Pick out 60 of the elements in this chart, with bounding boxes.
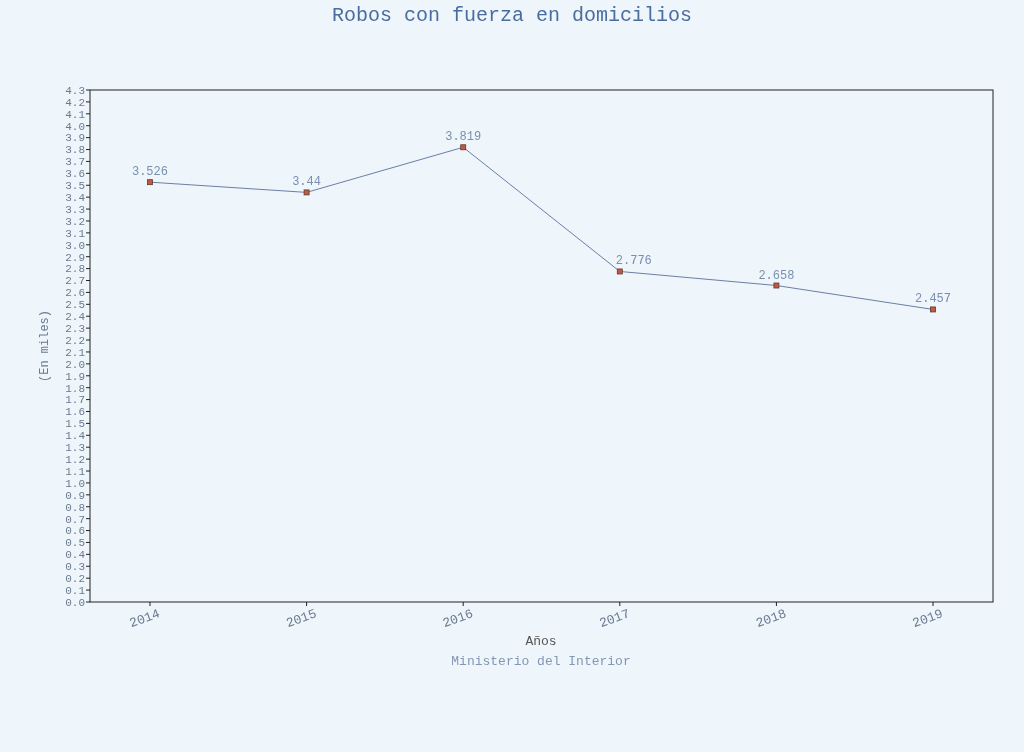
data-label: 2.457 [915,292,952,307]
y-tick-label: 3.9 [65,132,85,145]
y-tick-label: 1.6 [65,406,85,419]
y-tick-label: 1.8 [65,382,85,395]
y-tick-label: 2.9 [65,251,85,264]
x-tick-label: 2019 [910,606,946,632]
y-axis-title: (En miles) [38,309,52,383]
y-tick-label: 0.9 [65,489,85,502]
x-tick-label: 2018 [753,606,789,632]
y-tick-label: 1.2 [65,453,85,466]
chart-title: Robos con fuerza en domicilios [331,4,693,27]
y-tick-label: 3.5 [65,180,85,193]
x-tick-label: 2014 [127,606,163,632]
y-tick-label: 1.1 [65,465,86,478]
data-label: 3.44 [292,175,321,190]
y-tick-label: 0.2 [65,573,85,586]
y-tick-label: 2.0 [65,358,85,371]
y-tick-label: 3.7 [65,156,85,169]
x-tick-label: 2016 [440,606,476,632]
data-label: 3.526 [131,165,168,180]
y-tick-label: 4.2 [65,96,85,109]
y-tick-label: 0.0 [65,596,85,609]
y-tick-label: 3.8 [65,144,85,157]
y-tick-label: 1.5 [65,418,85,431]
y-tick-label: 0.4 [65,549,86,562]
x-tick-label: 2015 [284,606,319,632]
y-tick-label: 2.4 [65,311,86,324]
x-tick-label: 2017 [597,606,632,632]
data-label: 2.658 [758,268,795,283]
y-tick-label: 0.7 [65,513,85,526]
y-tick-label: 4.0 [65,120,85,133]
y-tick-label: 2.6 [65,287,85,300]
y-tick-label: 0.5 [65,537,85,550]
y-tick-label: 3.6 [65,168,85,181]
data-label: 2.776 [615,254,652,269]
y-tick-label: 0.3 [65,561,85,574]
y-tick-label: 4.1 [65,108,86,121]
x-axis-title: Años [525,634,557,649]
y-tick-label: 2.2 [65,334,85,347]
y-tick-label: 2.7 [65,275,85,288]
y-tick-label: 1.0 [65,477,85,490]
y-tick-label: 1.4 [65,430,86,443]
y-tick-label: 0.8 [65,501,85,514]
y-tick-label: 3.3 [65,203,85,216]
text: Ministerio del Interior [451,654,631,669]
y-tick-label: 0.6 [65,525,85,538]
y-tick-label: 3.4 [65,192,86,205]
y-tick-label: 2.1 [65,346,86,359]
y-tick-label: 1.3 [65,442,85,455]
y-tick-label: 0.1 [65,584,86,597]
y-tick-label: 2.3 [65,322,85,335]
y-tick-label: 3.2 [65,215,85,228]
data-label: 3.819 [445,130,482,145]
y-tick-label: 4.3 [65,84,85,97]
y-tick-label: 1.7 [65,394,85,407]
y-tick-label: 2.5 [65,299,85,312]
y-tick-label: 1.9 [65,370,85,383]
y-tick-label: 2.8 [65,263,85,276]
y-tick-label: 3.0 [65,239,85,252]
y-tick-label: 3.1 [65,227,86,240]
